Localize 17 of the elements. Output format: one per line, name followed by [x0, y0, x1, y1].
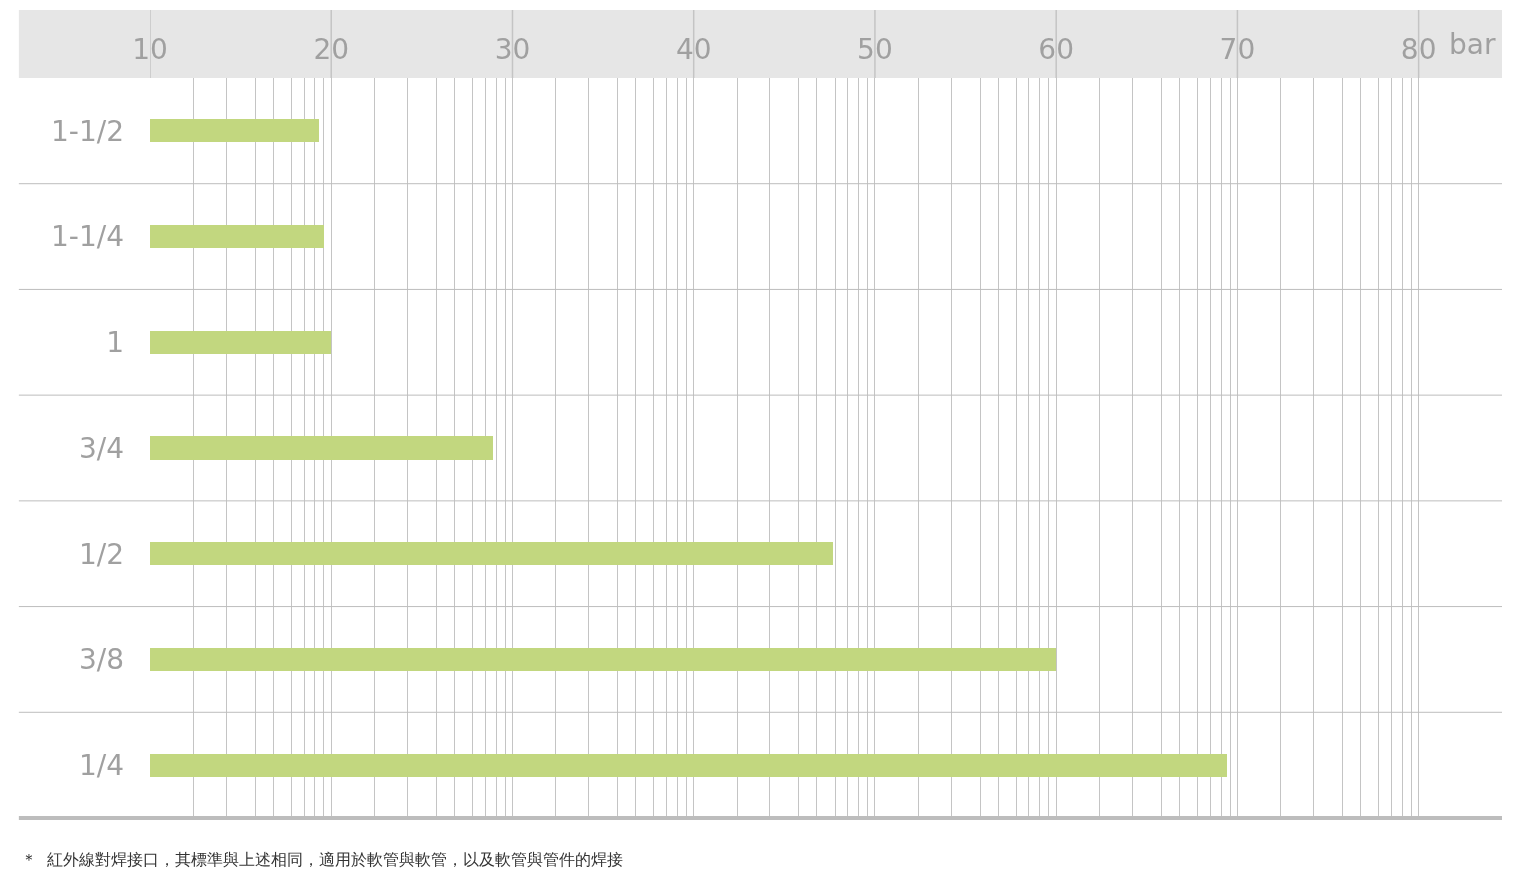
y-tick-label: 1/4	[78, 748, 124, 782]
x-tick-label: 40	[675, 33, 712, 67]
text: ＊ 紅外線對焊接口，其標準與上述相同，適用於軟管與軟管，以及軟管與管件的焊接	[21, 850, 624, 869]
x-tick-label: 50	[857, 33, 893, 67]
x-tick-label: 20	[313, 33, 350, 67]
x-axis-title: bar	[1449, 28, 1496, 61]
x-tick-label: 70	[1219, 33, 1256, 67]
x-tick-label: 10	[132, 33, 168, 67]
x-tick-label: 60	[1038, 33, 1074, 67]
y-tick-label: 3/8	[78, 643, 124, 677]
y-tick-label: 1-1/2	[51, 114, 124, 148]
x-tick-label: 80	[1400, 33, 1437, 67]
y-tick-label: 1	[106, 326, 124, 360]
x-tick-label: 30	[494, 33, 531, 67]
y-tick-label: 1/2	[78, 537, 124, 571]
y-tick-label: 3/4	[78, 431, 124, 465]
y-tick-label: 1-1/4	[51, 220, 124, 254]
